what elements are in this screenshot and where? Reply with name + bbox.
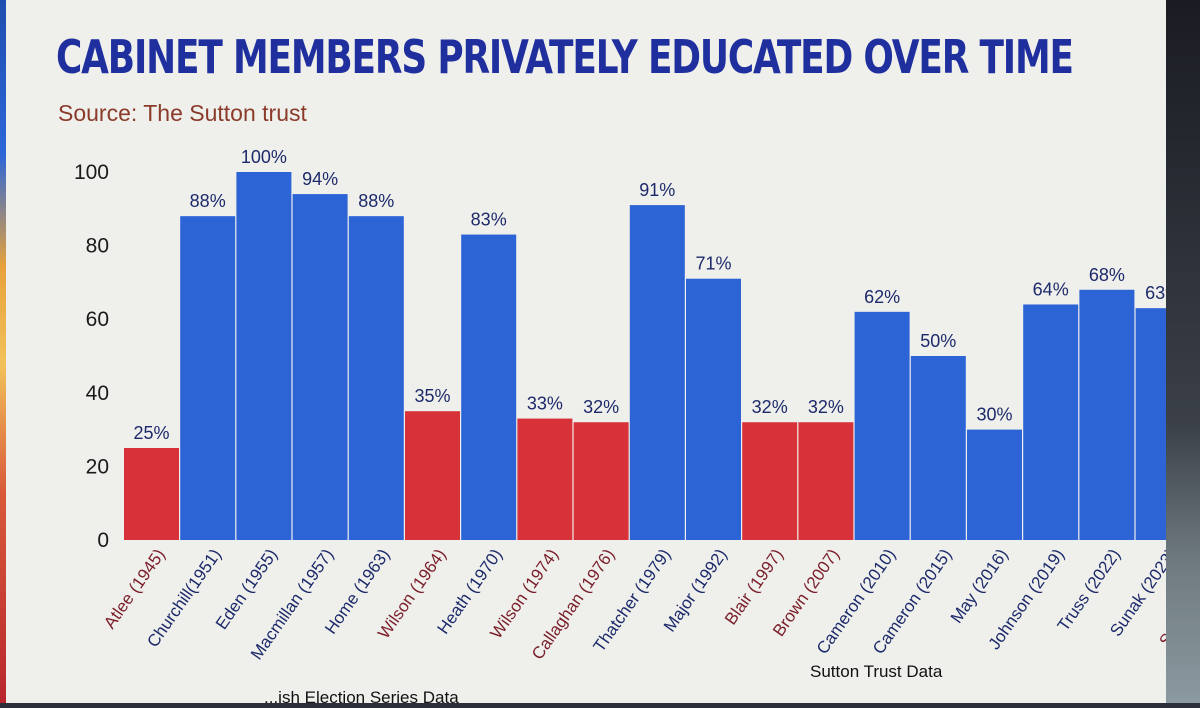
bar-data-label: 88% <box>358 191 394 211</box>
bar <box>1023 304 1079 540</box>
bar-data-label: 35% <box>414 386 450 406</box>
bar-data-label: 68% <box>1089 265 1125 285</box>
bar <box>180 216 236 540</box>
bar <box>517 418 573 540</box>
bar-data-label: 32% <box>752 397 788 417</box>
y-tick-label: 80 <box>86 235 109 258</box>
x-tick-label: Blair (1997) <box>721 545 787 628</box>
chart-source: Source: The Sutton trust <box>58 100 307 126</box>
y-tick-label: 40 <box>86 382 109 405</box>
y-tick-label: 100 <box>74 161 109 184</box>
bar <box>236 172 292 540</box>
chart-panel: CABINET MEMBERS PRIVATELY EDUCATED OVER … <box>6 0 1166 707</box>
bar-data-label: 83% <box>471 210 507 230</box>
bar-data-label: 25% <box>133 423 169 443</box>
bar <box>405 411 460 540</box>
bar-data-label: 91% <box>639 180 675 200</box>
bar <box>1135 308 1166 540</box>
bar <box>573 422 629 540</box>
bar <box>854 311 910 540</box>
footer-cut-text: ...ish Election Series Data <box>264 688 459 707</box>
bar-data-label: 30% <box>976 405 1012 425</box>
bar <box>348 216 404 540</box>
bar <box>1079 289 1135 540</box>
bar-data-label: 62% <box>864 287 900 307</box>
bar <box>124 448 179 540</box>
x-tick-label: May (2016) <box>947 545 1012 626</box>
y-tick-label: 60 <box>86 308 109 331</box>
bar-data-label: 64% <box>1033 279 1069 299</box>
bar <box>461 234 517 540</box>
bar <box>742 422 798 540</box>
bar-data-label: 100% <box>241 147 287 167</box>
y-tick-label: 0 <box>97 529 109 552</box>
bar-data-label: 71% <box>695 254 731 274</box>
bar <box>910 356 966 540</box>
bar <box>798 422 854 540</box>
bar-data-label: 32% <box>808 397 844 417</box>
bar <box>292 194 348 540</box>
y-tick-label: 20 <box>86 455 109 478</box>
bar-data-label: 94% <box>302 169 338 189</box>
bar-data-label: 88% <box>190 191 226 211</box>
bar-data-label: 50% <box>920 331 956 351</box>
bar-data-label: 32% <box>583 397 619 417</box>
footer-note: Sutton Trust Data <box>810 662 943 681</box>
bar <box>629 205 685 540</box>
chart-title: CABINET MEMBERS PRIVATELY EDUCATED OVER … <box>56 30 1074 84</box>
bar <box>967 429 1022 540</box>
bar-data-label: 63% <box>1145 283 1166 303</box>
bar-data-label: 33% <box>527 394 563 414</box>
bar <box>686 278 741 540</box>
